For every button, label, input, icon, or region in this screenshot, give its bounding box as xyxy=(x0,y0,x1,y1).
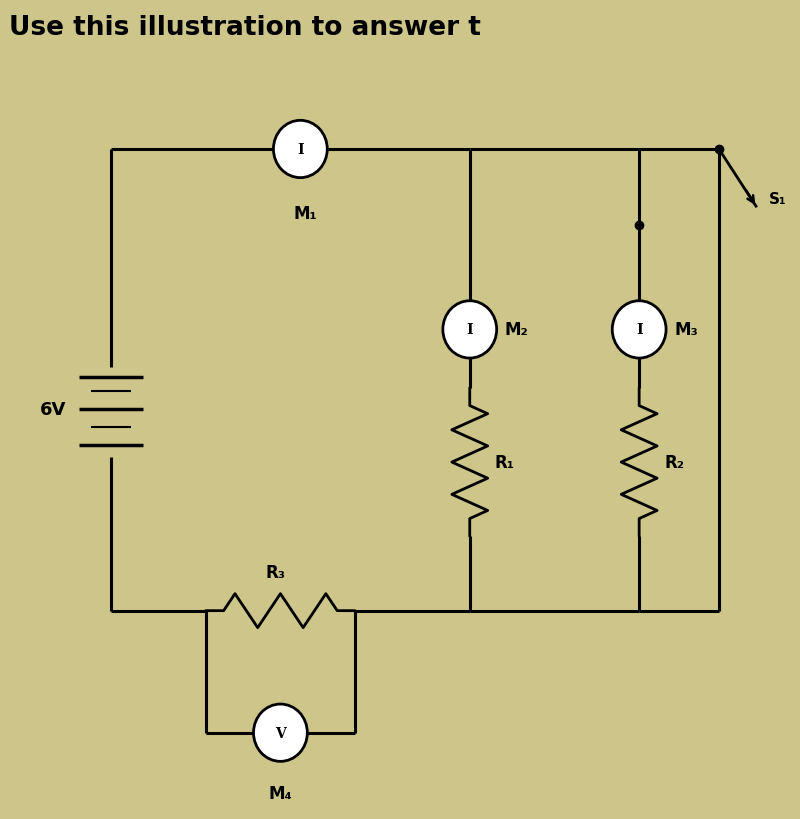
Text: R₂: R₂ xyxy=(664,454,684,472)
Text: M₂: M₂ xyxy=(505,321,528,339)
Text: Use this illustration to answer t: Use this illustration to answer t xyxy=(10,15,482,41)
Text: S₁: S₁ xyxy=(769,192,786,207)
Text: I: I xyxy=(466,323,473,337)
Circle shape xyxy=(274,121,327,179)
Circle shape xyxy=(612,301,666,359)
Text: I: I xyxy=(297,143,304,156)
Text: 6V: 6V xyxy=(40,400,66,419)
Text: M₁: M₁ xyxy=(294,205,318,223)
Circle shape xyxy=(443,301,497,359)
Text: M₄: M₄ xyxy=(269,784,292,802)
Circle shape xyxy=(254,704,307,762)
Text: M₃: M₃ xyxy=(674,321,698,339)
Text: R₃: R₃ xyxy=(266,563,286,581)
Text: R₁: R₁ xyxy=(494,454,514,472)
Text: I: I xyxy=(636,323,642,337)
Text: V: V xyxy=(275,726,286,740)
